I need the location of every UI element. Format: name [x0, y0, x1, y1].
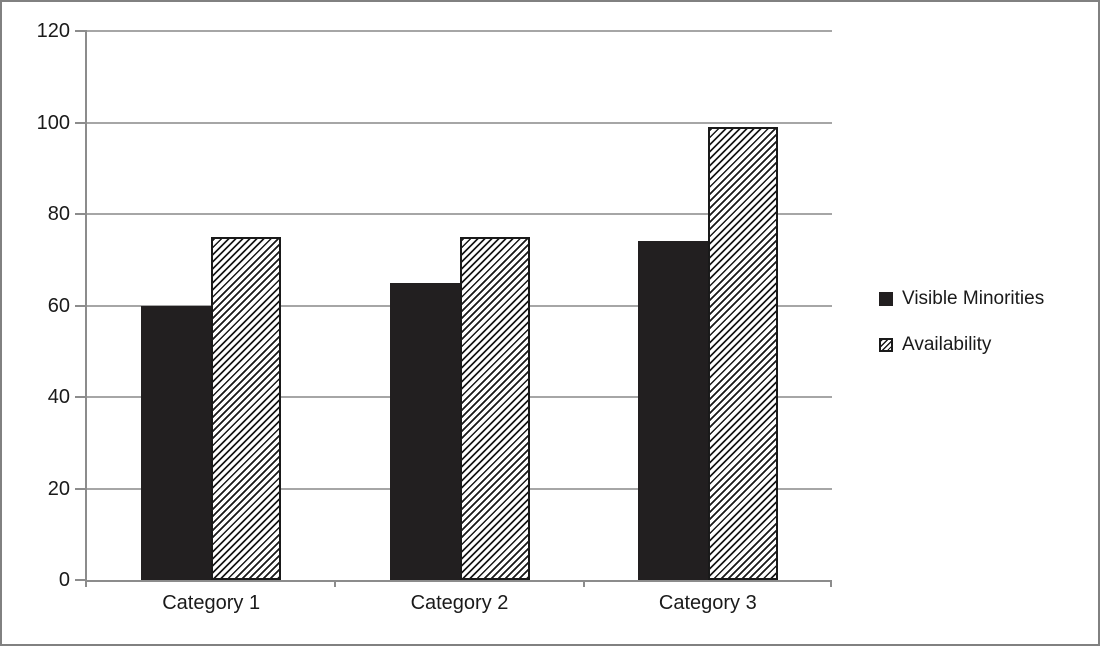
y-axis-tick-40: [75, 396, 87, 398]
y-axis-label-20: 20: [47, 477, 70, 500]
y-axis-tick-60: [75, 304, 87, 307]
plot-area: 0 20 40 60 80 100 120 Category 1 Category 2 Categ…: [37, 20, 832, 614]
y-axis-label-120: 120: [36, 20, 70, 42]
y-axis-tick-20: [75, 487, 87, 490]
bar-visible-minorities-category-3: [637, 241, 708, 580]
legend: Visible Minorities Availability: [879, 288, 1044, 356]
y-axis-label-100: 100: [36, 111, 70, 134]
bar-visible-minorities-category-1: [141, 305, 212, 580]
x-axis-tick-0: [85, 580, 87, 587]
bar-availability-category-3: [707, 127, 778, 580]
x-axis-tick-1: [334, 580, 336, 587]
legend-label-availability: Availability: [902, 334, 992, 355]
legend-item-availability: Availability: [879, 334, 1044, 356]
bar-availability-category-1: [211, 236, 282, 580]
bar-availability-category-2: [459, 236, 530, 580]
y-axis-tick-120: [75, 30, 87, 32]
y-axis-label-40: 40: [47, 386, 70, 408]
gridline-80: [87, 213, 832, 215]
x-axis-tick-end: [830, 580, 832, 587]
legend-solid-swatch-icon: [879, 292, 893, 306]
x-axis-tick-2: [583, 580, 585, 587]
x-axis-category-label-1: Category 1: [162, 592, 261, 614]
y-axis-tick-0: [75, 579, 87, 581]
x-axis-category-label-3: Category 3: [658, 592, 757, 614]
x-axis-category-label-2: Category 2: [410, 592, 509, 614]
y-axis-label-60: 60: [47, 294, 70, 317]
bar-visible-minorities-category-2: [389, 282, 460, 580]
gridline-120: [87, 30, 832, 32]
y-axis-tick-80: [75, 213, 87, 215]
legend-item-visible-minorities: Visible Minorities: [879, 288, 1044, 310]
y-axis-tick-100: [75, 121, 87, 124]
y-axis-label-0: 0: [58, 569, 70, 591]
legend-hatch-swatch-icon: [879, 338, 893, 352]
gridline-100: [87, 121, 832, 124]
legend-label-visible-minorities: Visible Minorities: [902, 288, 1045, 309]
y-axis-label-80: 80: [47, 203, 70, 225]
